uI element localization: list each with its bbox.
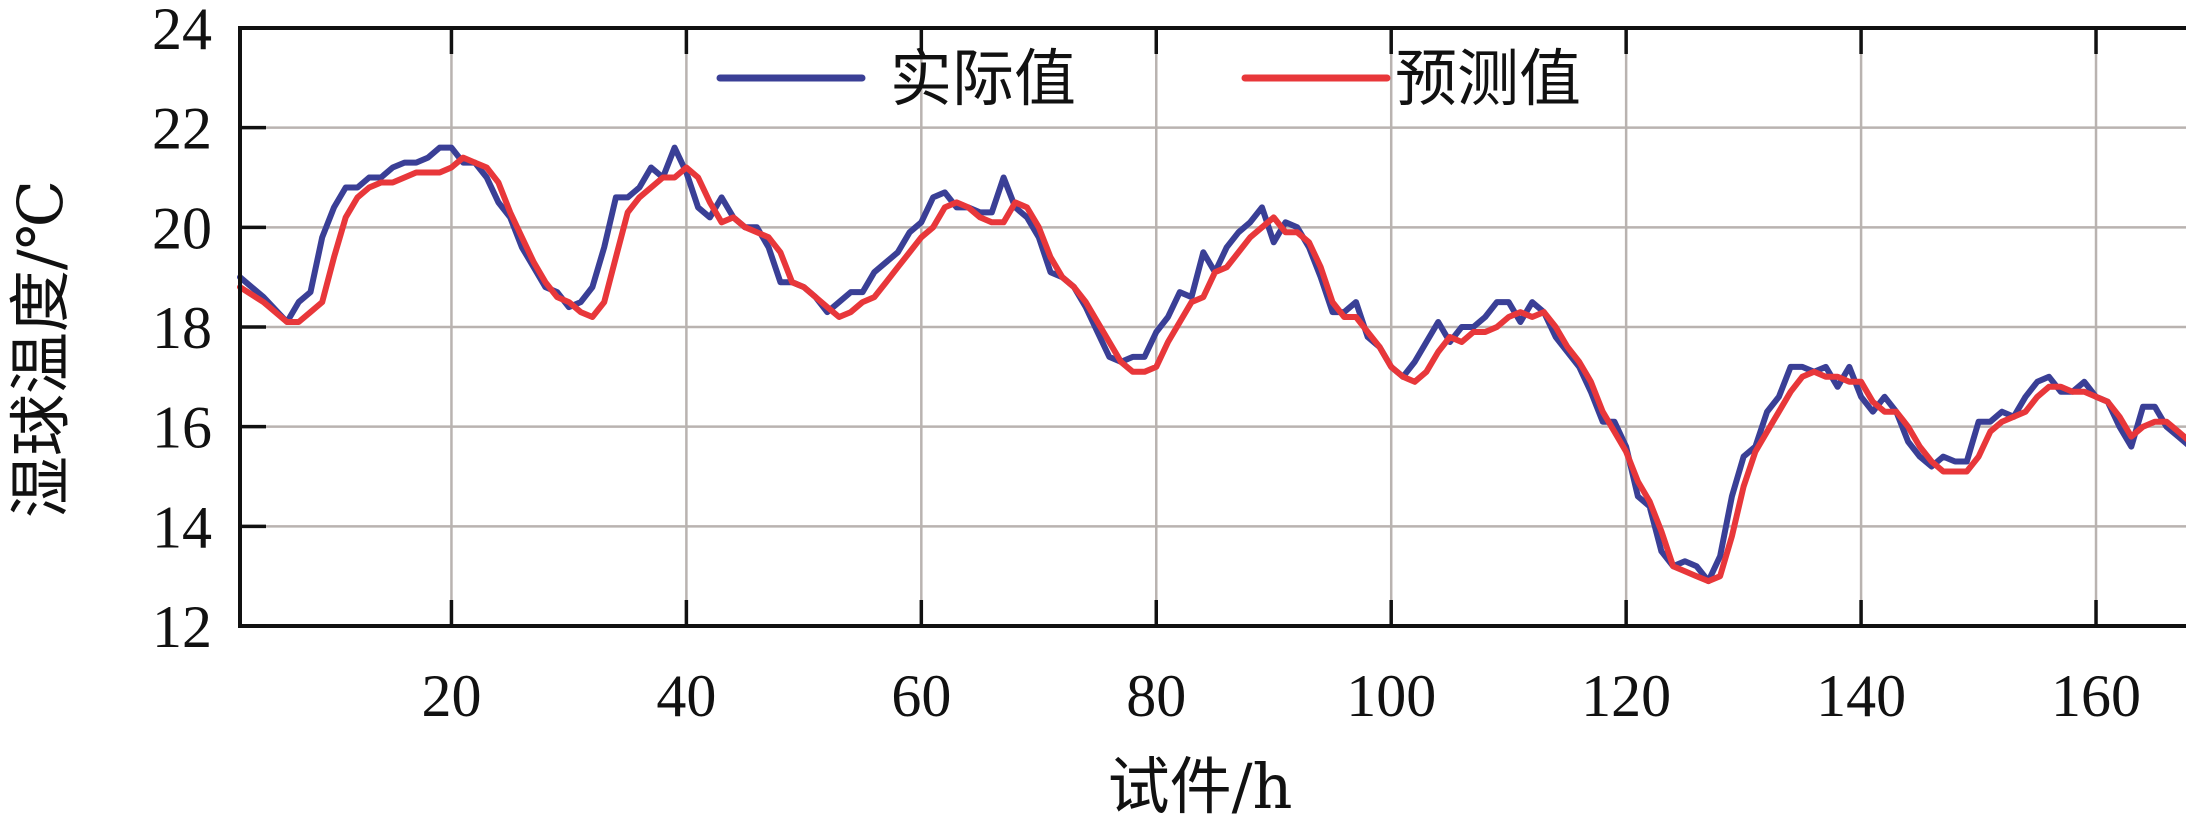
legend-label-2: 预测值 bbox=[1395, 42, 1581, 115]
series-line-1 bbox=[237, 144, 2186, 585]
y-tick-label-22: 22 bbox=[152, 96, 212, 162]
x-tick-label-160: 160 bbox=[2051, 663, 2141, 729]
x-tick-label-60: 60 bbox=[891, 663, 951, 729]
y-tick-label-18: 18 bbox=[152, 295, 212, 361]
x-tick-label-140: 140 bbox=[1816, 663, 1906, 729]
grid bbox=[240, 28, 2186, 626]
legend: 实际值 预测值 bbox=[716, 42, 1581, 115]
x-tick-label-40: 40 bbox=[656, 663, 716, 729]
series-line-2 bbox=[237, 154, 2186, 585]
x-tick-label-120: 120 bbox=[1581, 663, 1671, 729]
x-tick-label-80: 80 bbox=[1126, 663, 1186, 729]
x-axis-title: 试件/h bbox=[1108, 750, 1293, 823]
y-tick-label-12: 12 bbox=[152, 594, 212, 660]
y-tick-label-20: 20 bbox=[152, 195, 212, 261]
legend-label-1: 实际值 bbox=[890, 42, 1076, 115]
y-tick-label-16: 16 bbox=[152, 395, 212, 461]
series-layer bbox=[237, 144, 2186, 585]
y-tick-label-14: 14 bbox=[152, 494, 212, 560]
y-axis-title: 湿球温度/℃ bbox=[4, 180, 77, 518]
y-tick-label-24: 24 bbox=[152, 0, 212, 62]
x-tick-label-100: 100 bbox=[1346, 663, 1436, 729]
ticks bbox=[240, 26, 2098, 628]
tick-labels: 20 40 60 80 100 120 140 160 12 14 16 18 20 22 24 bbox=[152, 0, 2141, 729]
x-tick-label-20: 20 bbox=[421, 663, 481, 729]
